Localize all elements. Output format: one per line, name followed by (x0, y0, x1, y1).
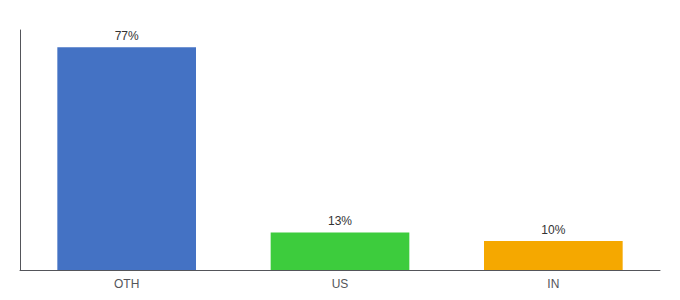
svg-text:77%: 77% (115, 29, 139, 43)
svg-text:10%: 10% (541, 223, 565, 237)
svg-text:IN: IN (547, 277, 559, 291)
svg-text:13%: 13% (328, 214, 352, 228)
svg-text:OTH: OTH (114, 277, 139, 291)
svg-text:US: US (332, 277, 349, 291)
